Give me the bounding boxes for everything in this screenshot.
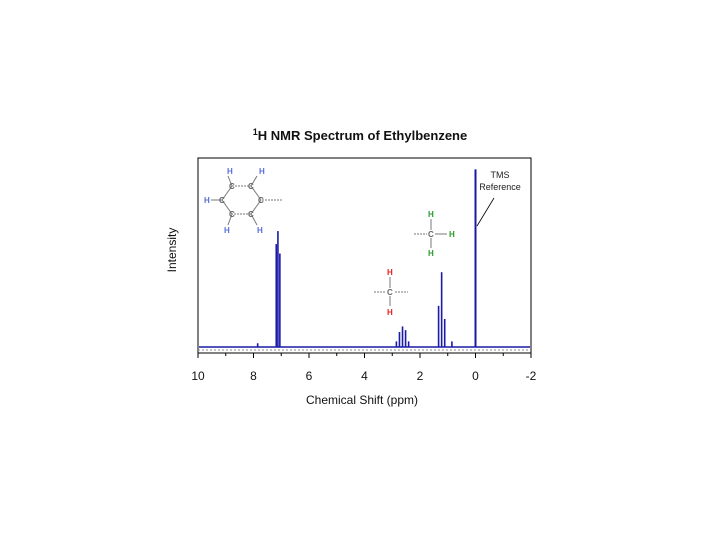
benzene-atoms: H H H H H C C C C C C <box>204 167 265 235</box>
tms-label: TMS <box>491 170 510 180</box>
x-axis-ticks: 10 8 6 4 2 0 -2 <box>191 353 537 383</box>
bond <box>227 213 233 226</box>
bond <box>250 213 258 226</box>
x-tick-label: 6 <box>306 369 313 383</box>
benzene-structure <box>211 175 282 226</box>
bond <box>250 199 262 215</box>
chart-title: 1H NMR Spectrum of Ethylbenzene <box>253 127 467 143</box>
atom-h: H <box>224 226 230 235</box>
bond <box>221 185 233 201</box>
atom-c: C <box>248 210 254 219</box>
atom-c: C <box>229 182 235 191</box>
tms-pointer-line <box>476 197 495 227</box>
x-tick-label: 8 <box>250 369 257 383</box>
atom-h: H <box>387 308 393 317</box>
atom-h: H <box>449 230 455 239</box>
x-tick-label: 10 <box>191 369 205 383</box>
atom-c: C <box>387 288 393 297</box>
atom-c: C <box>229 210 235 219</box>
methylene-structure <box>374 277 408 306</box>
atom-h: H <box>428 210 434 219</box>
atom-h: H <box>259 167 265 176</box>
x-tick-label: 4 <box>361 369 368 383</box>
bond <box>227 175 233 187</box>
x-tick-label: 0 <box>472 369 479 383</box>
title-text: H NMR Spectrum of Ethylbenzene <box>258 128 467 143</box>
x-axis-label: Chemical Shift (ppm) <box>306 393 418 407</box>
atom-c: C <box>428 230 434 239</box>
atom-h: H <box>204 196 210 205</box>
atom-h: H <box>428 249 434 258</box>
y-axis-label: Intensity <box>165 228 179 273</box>
spectrum-series <box>199 169 530 348</box>
atom-c: C <box>219 196 225 205</box>
atom-c: C <box>248 182 254 191</box>
bond <box>250 175 258 187</box>
atom-h: H <box>227 167 233 176</box>
title-superscript: 1 <box>253 127 258 137</box>
bond <box>221 199 233 215</box>
bond <box>250 185 262 201</box>
atom-c: C <box>258 196 264 205</box>
methyl-structure <box>414 219 447 248</box>
atom-h: H <box>387 268 393 277</box>
atom-h: H <box>257 226 263 235</box>
x-tick-label: -2 <box>526 369 537 383</box>
tms-reference-label: Reference <box>479 182 521 192</box>
x-tick-label: 2 <box>417 369 424 383</box>
